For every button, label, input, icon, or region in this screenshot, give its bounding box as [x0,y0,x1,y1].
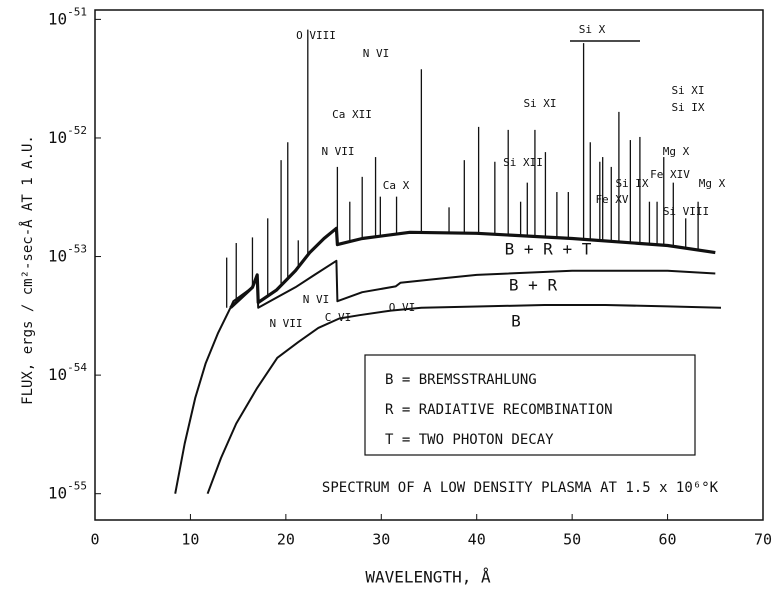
x-axis-label: WAVELENGTH, Å [365,568,491,587]
line-label: Fe XV [595,193,628,206]
line-label: Mg X [699,177,726,190]
legend-entry: R = RADIATIVE RECOMBINATION [385,402,613,418]
y-tick-label: 10-55 [48,480,87,503]
y-tick-label: 10-53 [48,243,87,266]
line-label: C VI [325,311,352,324]
line-label: Si IX [615,177,648,190]
line-label: Ca XII [332,108,372,121]
legend-entry: T = TWO PHOTON DECAY [385,432,554,448]
line-label: Ca X [383,179,410,192]
curve [174,259,716,494]
x-tick-label: 70 [754,531,772,549]
line-label: N VI [363,47,390,60]
curve [229,226,716,309]
x-tick-label: 30 [372,531,390,549]
line-label: Si IX [671,101,704,114]
line-label: Si XI [671,84,704,97]
curve-label: B + R + T [505,240,592,259]
line-label: Si XI [523,97,556,110]
line-label: Mg X [663,145,690,158]
x-tick-label: 0 [90,531,99,549]
y-tick-label: 10-54 [48,361,88,384]
line-label: Fe XIV [650,168,690,181]
line-label: Si X [579,23,606,36]
line-label: Si VIII [663,205,709,218]
line-label: O VIII [296,29,336,42]
plot-note: SPECTRUM OF A LOW DENSITY PLASMA AT 1.5 … [322,480,719,496]
line-label: N VII [269,317,302,330]
line-label: N VI [303,293,330,306]
line-label: Si XII [503,156,543,169]
x-tick-label: 40 [468,531,486,549]
curve [206,304,722,495]
legend-box [364,354,696,456]
x-tick-label: 60 [659,531,677,549]
line-label: N VII [321,145,354,158]
line-label: O VI [389,301,416,314]
x-tick-label: 50 [563,531,581,549]
x-tick-label: 10 [181,531,199,549]
legend-entry: B = BREMSSTRAHLUNG [385,372,537,388]
curve-label: B [511,312,521,331]
plot-frame [94,9,764,521]
y-tick-label: 10-52 [48,124,87,147]
curve-label: B + R [509,276,558,295]
y-axis-label: FLUX, ergs / cm²-sec-Å AT 1 A.U. [19,135,36,405]
y-tick-label: 10-51 [48,5,87,28]
x-tick-label: 20 [277,531,295,549]
